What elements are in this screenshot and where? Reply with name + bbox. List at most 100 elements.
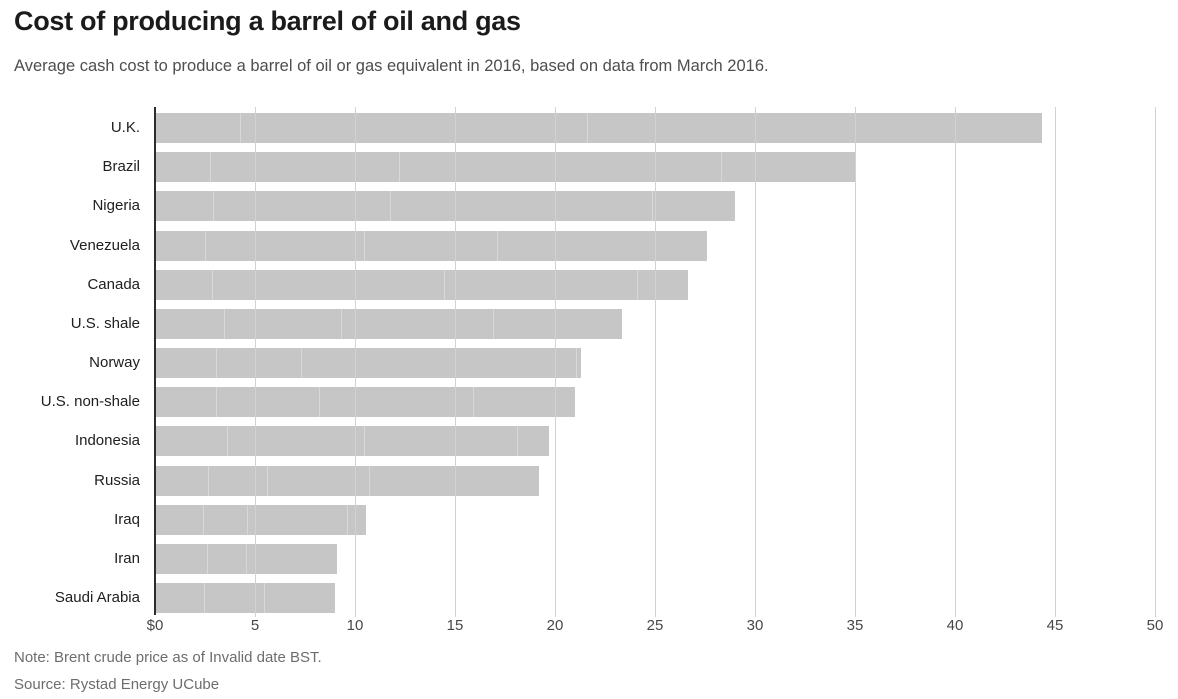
bar-u-s-shale[interactable] <box>155 309 622 339</box>
gridline <box>1154 107 1156 617</box>
bar-segment[interactable] <box>155 191 215 221</box>
bar-segment[interactable] <box>155 544 209 574</box>
bar-segment[interactable] <box>721 152 855 182</box>
chart-title: Cost of producing a barrel of oil and ga… <box>14 6 521 36</box>
bar-segment[interactable] <box>493 309 622 339</box>
category-label-u-k: U.K. <box>110 119 140 136</box>
bar-segment[interactable] <box>155 270 214 300</box>
gridline <box>654 107 656 617</box>
plot-area <box>154 107 1156 618</box>
gridline <box>954 107 956 617</box>
bar-u-k[interactable] <box>155 113 1042 143</box>
bar-segment[interactable] <box>227 426 365 456</box>
bar-segment[interactable] <box>588 113 1042 143</box>
x-tick-label: 50 <box>1146 617 1164 634</box>
category-label-norway: Norway <box>89 354 140 371</box>
category-label-brazil: Brazil <box>102 158 140 175</box>
bar-segment[interactable] <box>210 152 400 182</box>
chart-source: Source: Rystad Energy UCube <box>14 676 220 693</box>
bar-segment[interactable] <box>268 466 371 496</box>
bar-segment[interactable] <box>399 152 722 182</box>
bar-segment[interactable] <box>155 348 218 378</box>
bar-segment[interactable] <box>213 270 445 300</box>
y-axis-line <box>154 107 156 615</box>
bar-russia[interactable] <box>155 466 540 496</box>
gridline <box>454 107 456 617</box>
gridline <box>354 107 356 617</box>
category-label-russia: Russia <box>94 472 140 489</box>
bar-segment[interactable] <box>342 309 494 339</box>
gridline <box>1054 107 1056 617</box>
bar-segment[interactable] <box>364 426 518 456</box>
bar-segment[interactable] <box>302 348 578 378</box>
bar-segment[interactable] <box>155 426 228 456</box>
bar-segment[interactable] <box>320 387 475 417</box>
x-tick-label: $0 <box>146 617 164 634</box>
bar-segment[interactable] <box>155 387 218 417</box>
bar-indonesia[interactable] <box>155 426 550 456</box>
category-label-u-s-shale: U.S. shale <box>70 315 140 332</box>
x-tick-label: 10 <box>346 617 364 634</box>
bar-segment[interactable] <box>247 505 349 535</box>
x-tick-label: 40 <box>946 617 964 634</box>
bar-segment[interactable] <box>217 348 303 378</box>
bar-segment[interactable] <box>364 231 498 261</box>
x-tick-label: 25 <box>646 617 664 634</box>
bar-segment[interactable] <box>205 231 365 261</box>
bar-nigeria[interactable] <box>155 191 735 221</box>
bar-segment[interactable] <box>348 505 367 535</box>
bar-segment[interactable] <box>155 583 205 613</box>
bar-segment[interactable] <box>474 387 575 417</box>
bar-segment[interactable] <box>155 152 211 182</box>
bar-segment[interactable] <box>638 270 688 300</box>
bar-segment[interactable] <box>155 309 226 339</box>
bar-iraq[interactable] <box>155 505 367 535</box>
category-label-iran: Iran <box>114 550 140 567</box>
x-tick-label: 20 <box>546 617 564 634</box>
bar-segment[interactable] <box>208 466 269 496</box>
bar-venezuela[interactable] <box>155 231 708 261</box>
category-label-saudi-arabia: Saudi Arabia <box>54 589 140 606</box>
x-tick-label: 30 <box>746 617 764 634</box>
bar-segment[interactable] <box>204 583 265 613</box>
bar-segment[interactable] <box>155 466 209 496</box>
category-label-canada: Canada <box>87 276 140 293</box>
category-label-nigeria: Nigeria <box>92 197 140 214</box>
bar-segment[interactable] <box>217 387 321 417</box>
bar-segment[interactable] <box>240 113 589 143</box>
bar-segment[interactable] <box>247 544 337 574</box>
bar-iran[interactable] <box>155 544 337 574</box>
x-tick-label: 45 <box>1046 617 1064 634</box>
gridline <box>854 107 856 617</box>
chart-subtitle: Average cash cost to produce a barrel of… <box>14 57 769 75</box>
bar-segment[interactable] <box>204 505 248 535</box>
bar-segment[interactable] <box>497 231 708 261</box>
bar-segment[interactable] <box>577 348 582 378</box>
bar-segment[interactable] <box>155 113 241 143</box>
x-axis-tick-labels: $0 5 10 15 20 25 30 35 40 45 50 <box>147 617 1164 637</box>
x-tick-label: 35 <box>846 617 864 634</box>
gridline <box>254 107 256 617</box>
bar-segment[interactable] <box>652 191 735 221</box>
category-label-u-s-non-shale: U.S. non-shale <box>40 393 140 410</box>
bar-brazil[interactable] <box>155 152 855 182</box>
gridline <box>754 107 756 617</box>
bar-segment[interactable] <box>214 191 391 221</box>
bar-canada[interactable] <box>155 270 688 300</box>
x-tick-label: 5 <box>250 617 260 634</box>
category-label-indonesia: Indonesia <box>74 432 140 449</box>
bar-segment[interactable] <box>155 505 205 535</box>
bar-u-s-non-shale[interactable] <box>155 387 575 417</box>
bar-segment[interactable] <box>517 426 550 456</box>
bar-saudi-arabia[interactable] <box>155 583 335 613</box>
bar-segment[interactable] <box>264 583 335 613</box>
bar-segment[interactable] <box>444 270 639 300</box>
category-labels: U.K. Brazil Nigeria Venezuela Canada U.S. sha… <box>0 107 141 618</box>
bar-norway[interactable] <box>155 348 582 378</box>
bar-segment[interactable] <box>208 544 248 574</box>
bar-segment[interactable] <box>155 231 206 261</box>
category-label-venezuela: Venezuela <box>69 237 140 254</box>
bar-segment[interactable] <box>225 309 343 339</box>
bar-segment[interactable] <box>390 191 653 221</box>
